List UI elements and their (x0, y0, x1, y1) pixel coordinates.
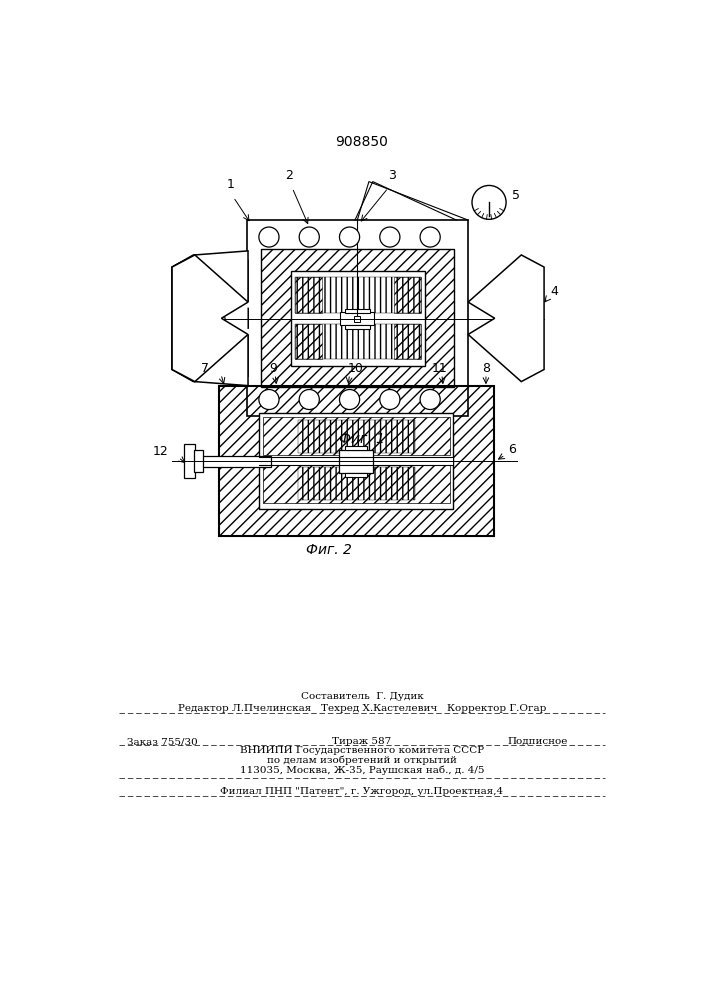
Circle shape (259, 227, 279, 247)
Bar (195, 456, 271, 466)
Text: Фиг. 2: Фиг. 2 (305, 544, 351, 558)
Bar (298, 420, 414, 453)
Bar (394, 324, 421, 359)
Bar (263, 417, 450, 455)
Text: 6: 6 (508, 443, 515, 456)
Text: 12: 12 (153, 445, 168, 458)
Bar (261, 249, 454, 387)
Bar (261, 249, 454, 387)
Bar (340, 312, 374, 325)
Bar (247, 220, 468, 416)
Bar (298, 467, 414, 500)
Circle shape (380, 227, 400, 247)
Bar (259, 457, 453, 465)
Text: 3: 3 (388, 169, 396, 182)
Circle shape (420, 227, 440, 247)
Text: Фиг. 1: Фиг. 1 (339, 432, 385, 446)
Text: 5: 5 (513, 189, 520, 202)
Text: Тираж 587: Тираж 587 (332, 737, 392, 746)
Bar (345, 473, 367, 477)
Text: Редактор Л.Пчелинская   Техред Х.Кастелевич   Корректор Г.Огар: Редактор Л.Пчелинская Техред Х.Кастелеви… (177, 704, 546, 713)
Text: 4: 4 (550, 285, 558, 298)
Bar (259, 413, 453, 509)
Circle shape (472, 185, 506, 219)
Bar (295, 277, 322, 312)
Polygon shape (210, 291, 248, 345)
Circle shape (380, 389, 400, 410)
Bar (345, 446, 367, 450)
Text: 11: 11 (431, 362, 448, 375)
Circle shape (420, 389, 440, 410)
Polygon shape (468, 255, 544, 382)
Text: 113035, Москва, Ж-35, Раушская наб., д. 4/5: 113035, Москва, Ж-35, Раушская наб., д. … (240, 766, 484, 775)
Polygon shape (172, 255, 248, 382)
Text: Составитель  Г. Дудик: Составитель Г. Дудик (300, 692, 423, 701)
Bar (291, 271, 425, 366)
Bar (295, 277, 421, 312)
Bar (295, 324, 322, 359)
Circle shape (299, 227, 320, 247)
Text: Филиал ПНП "Патент", г. Ужгород, ул.Проектная,4: Филиал ПНП "Патент", г. Ужгород, ул.Прое… (221, 787, 503, 796)
Text: ВНИИПИ Государственного комитета СССР: ВНИИПИ Государственного комитета СССР (240, 746, 484, 755)
Text: 2: 2 (285, 169, 293, 182)
Circle shape (339, 389, 360, 410)
Text: 9: 9 (269, 362, 276, 375)
Circle shape (339, 227, 360, 247)
Circle shape (299, 389, 320, 410)
Bar (194, 450, 203, 472)
Text: 908850: 908850 (336, 135, 388, 149)
Bar (394, 277, 421, 312)
Text: Заказ 755/30: Заказ 755/30 (127, 737, 198, 746)
Bar (263, 465, 450, 503)
Bar (295, 324, 421, 359)
Bar (218, 386, 493, 536)
Text: 7: 7 (201, 362, 209, 375)
Polygon shape (172, 255, 248, 382)
Text: 1: 1 (226, 178, 234, 191)
Polygon shape (172, 251, 248, 386)
Bar (354, 316, 361, 322)
Text: 10: 10 (348, 362, 363, 375)
Bar (345, 325, 370, 329)
Text: по делам изобретений и открытий: по делам изобретений и открытий (267, 756, 457, 765)
Circle shape (259, 389, 279, 410)
Bar (184, 444, 195, 478)
Bar (339, 450, 373, 473)
Text: Подписное: Подписное (508, 737, 568, 746)
Bar (345, 309, 370, 312)
Bar (218, 386, 493, 536)
Text: 8: 8 (482, 362, 490, 375)
